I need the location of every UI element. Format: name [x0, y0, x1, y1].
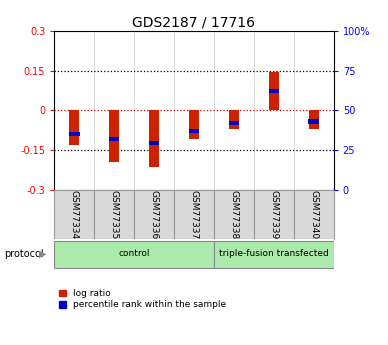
Bar — [229, 110, 239, 129]
Bar — [54, 190, 94, 239]
Bar — [308, 119, 319, 124]
Bar — [69, 110, 79, 145]
Bar — [149, 141, 159, 145]
Bar — [174, 190, 214, 239]
Text: triple-fusion transfected: triple-fusion transfected — [219, 249, 329, 258]
Bar — [294, 190, 334, 239]
Bar — [149, 110, 159, 167]
Title: GDS2187 / 17716: GDS2187 / 17716 — [132, 16, 256, 30]
Bar — [229, 121, 239, 125]
Bar — [189, 110, 199, 139]
Bar — [134, 190, 174, 239]
Bar — [94, 190, 134, 239]
Bar — [269, 72, 279, 110]
Text: GSM77336: GSM77336 — [150, 190, 159, 239]
Bar — [254, 190, 294, 239]
Bar — [214, 190, 254, 239]
Bar — [309, 110, 319, 129]
Text: ▶: ▶ — [39, 249, 47, 259]
Text: GSM77334: GSM77334 — [70, 190, 79, 239]
Bar — [268, 89, 279, 93]
Bar — [54, 241, 214, 268]
Text: protocol: protocol — [4, 249, 43, 259]
Text: GSM77337: GSM77337 — [189, 190, 199, 239]
Legend: log ratio, percentile rank within the sample: log ratio, percentile rank within the sa… — [59, 289, 227, 309]
Text: GSM77340: GSM77340 — [309, 190, 318, 239]
Bar — [109, 137, 120, 141]
Text: GSM77338: GSM77338 — [229, 190, 238, 239]
Bar — [69, 132, 80, 136]
Text: control: control — [118, 249, 150, 258]
Bar — [109, 110, 119, 162]
Bar — [189, 129, 199, 133]
Text: GSM77339: GSM77339 — [269, 190, 278, 239]
Text: GSM77335: GSM77335 — [110, 190, 119, 239]
Bar — [214, 241, 334, 268]
